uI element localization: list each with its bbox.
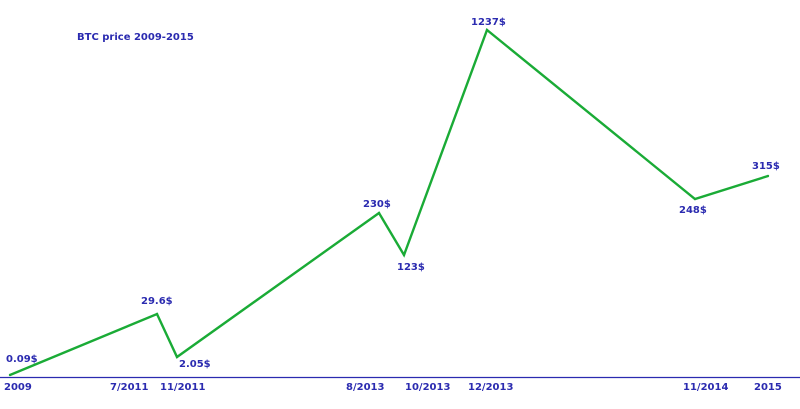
x-tick-label: 11/2014 [683,382,728,393]
chart-title: BTC price 2009-2015 [77,32,194,43]
data-label: 248$ [679,205,707,216]
data-label: 29.6$ [141,296,173,307]
x-tick-labels: 2009 7/2011 11/2011 8/2013 10/2013 12/2013 11/… [4,382,782,393]
price-line [9,28,769,377]
x-tick-label: 10/2013 [405,382,450,393]
data-point [766,174,770,178]
data-point [175,355,179,359]
data-point [155,312,159,316]
x-tick-label: 8/2013 [346,382,384,393]
data-point [693,197,697,201]
x-tick-label: 2015 [754,382,782,393]
data-point [402,253,406,257]
data-labels: 0.09$ 29.6$ 2.05$ 230$ 123$ 1237$ 248$ 315$ [6,17,780,370]
data-point [8,373,12,377]
x-tick-label: 12/2013 [468,382,513,393]
x-tick-label: 11/2011 [160,382,205,393]
data-label: 123$ [397,262,425,273]
data-label: 315$ [752,161,780,172]
data-label: 2.05$ [179,359,211,370]
x-tick-label: 7/2011 [110,382,148,393]
data-label: 230$ [363,199,391,210]
data-label: 1237$ [471,17,506,28]
x-tick-label: 2009 [4,382,32,393]
series-layer [8,28,770,377]
data-label: 0.09$ [6,354,38,365]
data-point [485,28,489,32]
data-point [377,211,381,215]
